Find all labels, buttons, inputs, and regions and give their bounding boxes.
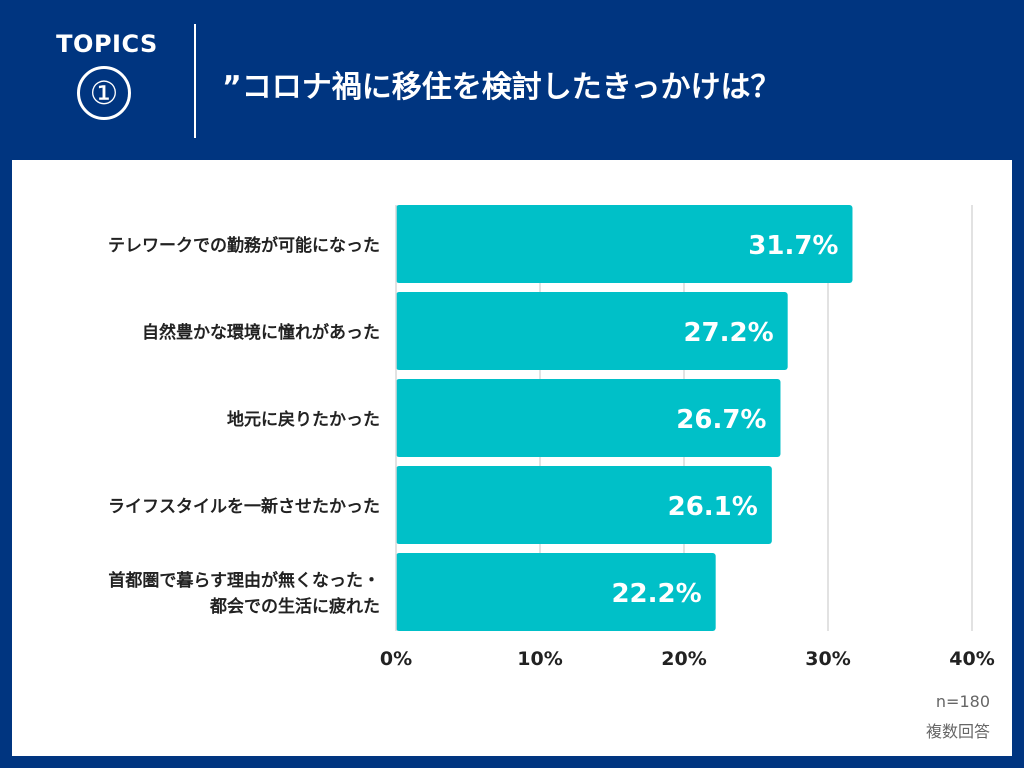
bar-value-label-5: 22.2%: [611, 579, 701, 609]
bar-value-label-3: 26.7%: [676, 405, 766, 435]
topics-number: ①: [77, 66, 131, 120]
category-label-1: テレワークでの勤務が可能になった: [108, 235, 380, 256]
bar-value-label-4: 26.1%: [668, 492, 758, 522]
header-divider: [194, 24, 196, 138]
bar-2: [396, 292, 788, 370]
x-tick-label-30: 30%: [805, 648, 850, 670]
x-tick-label-0: 0%: [380, 648, 412, 670]
category-label-3: 地元に戻りたかった: [227, 409, 380, 430]
bar-chart: 31.7% テレワークでの勤務が可能になった 27.2% 自然豊かな環境に憧れがあった…: [108, 205, 995, 670]
page-title: ”コロナ禍に移住を検討したきっかけは？: [222, 70, 781, 105]
topics-label: TOPICS: [56, 30, 158, 58]
bar-value-label-2: 27.2%: [683, 318, 773, 348]
category-label-5-line-1: 首都圏で暮らす理由が無くなった・: [108, 570, 380, 591]
bar-1: [396, 205, 853, 283]
x-tick-label-40: 40%: [949, 648, 994, 670]
chart-panel: 31.7% テレワークでの勤務が可能になった 27.2% 自然豊かな環境に憧れがあった…: [12, 160, 1012, 756]
x-tick-label-10: 10%: [517, 648, 562, 670]
answer-note: 複数回答: [925, 722, 990, 741]
category-label-4: ライフスタイルを一新させたかった: [108, 496, 380, 517]
category-label-2: 自然豊かな環境に憧れがあった: [142, 322, 380, 343]
category-label-5-line-2: 都会での生活に疲れた: [209, 596, 380, 617]
bar-value-label-1: 31.7%: [748, 231, 838, 261]
header: TOPICS ① ”コロナ禍に移住を検討したきっかけは？: [0, 0, 1024, 160]
bar-5: [396, 553, 716, 631]
bar-3: [396, 379, 781, 457]
x-tick-label-20: 20%: [661, 648, 706, 670]
sample-size: n=180: [935, 692, 990, 711]
bar-4: [396, 466, 772, 544]
